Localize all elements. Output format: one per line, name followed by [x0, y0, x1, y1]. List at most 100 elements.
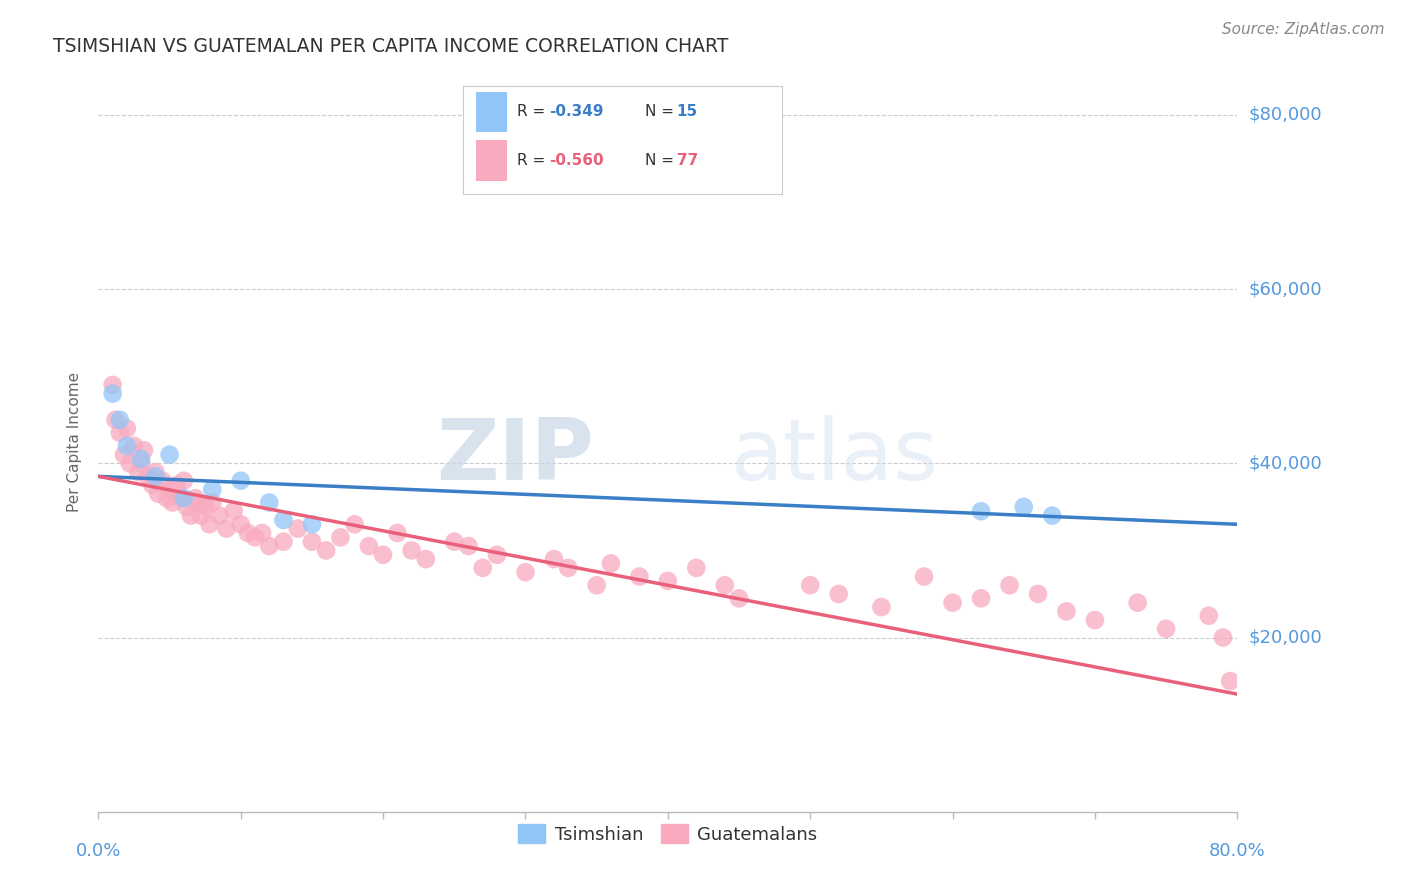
Point: [970, 591, 993, 606]
Legend: Tsimshian, Guatemalans: Tsimshian, Guatemalans: [512, 817, 824, 851]
Point: [132, 443, 155, 458]
Point: [1219, 674, 1241, 689]
Point: [236, 526, 259, 541]
Point: [259, 539, 281, 553]
Point: [112, 448, 135, 462]
Point: [148, 487, 170, 501]
Point: [1012, 500, 1035, 514]
Point: [166, 478, 188, 492]
Point: [628, 569, 651, 583]
Point: [1198, 608, 1220, 623]
Point: [1154, 622, 1177, 636]
Point: [828, 587, 851, 601]
Point: [515, 565, 537, 579]
Point: [152, 474, 174, 488]
Point: [184, 491, 207, 505]
Point: [180, 508, 202, 523]
Point: [129, 456, 152, 470]
Point: [657, 574, 679, 588]
Point: [145, 465, 167, 479]
Point: [187, 495, 209, 509]
Point: [1056, 604, 1078, 618]
Point: [190, 508, 212, 523]
Point: [471, 561, 494, 575]
Text: $80,000: $80,000: [1249, 106, 1322, 124]
Point: [259, 495, 281, 509]
Point: [108, 425, 131, 440]
Text: $20,000: $20,000: [1249, 629, 1322, 647]
Point: [1026, 587, 1049, 601]
Point: [1212, 631, 1234, 645]
Point: [301, 517, 323, 532]
Point: [129, 452, 152, 467]
Text: Source: ZipAtlas.com: Source: ZipAtlas.com: [1222, 22, 1385, 37]
Point: [222, 504, 245, 518]
Point: [104, 413, 127, 427]
Point: [585, 578, 607, 592]
Point: [243, 530, 266, 544]
Point: [315, 543, 337, 558]
Point: [229, 474, 252, 488]
Point: [118, 456, 141, 470]
Point: [173, 491, 195, 505]
Point: [201, 483, 224, 497]
Point: [1126, 596, 1149, 610]
Point: [942, 596, 965, 610]
Point: [141, 478, 163, 492]
Point: [145, 469, 167, 483]
Text: atlas: atlas: [731, 415, 938, 498]
Point: [208, 508, 231, 523]
Point: [159, 483, 181, 497]
Point: [229, 517, 252, 532]
Point: [201, 495, 224, 509]
Point: [215, 522, 238, 536]
Point: [301, 534, 323, 549]
Point: [557, 561, 579, 575]
Point: [1084, 613, 1107, 627]
Y-axis label: Per Capita Income: Per Capita Income: [67, 371, 83, 512]
Point: [387, 526, 409, 541]
Point: [600, 557, 623, 571]
Point: [108, 413, 131, 427]
Point: [728, 591, 751, 606]
Point: [486, 548, 509, 562]
Point: [1040, 508, 1063, 523]
Point: [799, 578, 821, 592]
Point: [122, 439, 145, 453]
Point: [457, 539, 479, 553]
Point: [543, 552, 565, 566]
Point: [714, 578, 737, 592]
Point: [443, 534, 465, 549]
Point: [115, 439, 138, 453]
Point: [159, 448, 181, 462]
Point: [194, 500, 217, 514]
Point: [998, 578, 1021, 592]
Point: [273, 534, 295, 549]
Point: [173, 474, 195, 488]
Point: [136, 469, 159, 483]
Point: [970, 504, 993, 518]
Point: [401, 543, 423, 558]
Point: [250, 526, 273, 541]
Point: [273, 513, 295, 527]
Point: [176, 500, 198, 514]
Point: [685, 561, 707, 575]
Text: $60,000: $60,000: [1249, 280, 1322, 298]
Point: [101, 386, 124, 401]
Text: ZIP: ZIP: [436, 415, 593, 498]
Point: [329, 530, 352, 544]
Point: [343, 517, 366, 532]
Text: 80.0%: 80.0%: [1209, 842, 1265, 860]
Text: TSIMSHIAN VS GUATEMALAN PER CAPITA INCOME CORRELATION CHART: TSIMSHIAN VS GUATEMALAN PER CAPITA INCOM…: [53, 37, 728, 56]
Point: [162, 495, 184, 509]
Point: [156, 491, 179, 505]
Point: [127, 465, 149, 479]
Point: [170, 491, 193, 505]
Point: [101, 378, 124, 392]
Point: [287, 522, 309, 536]
Point: [371, 548, 394, 562]
Text: $40,000: $40,000: [1249, 454, 1322, 473]
Point: [198, 517, 221, 532]
Point: [357, 539, 380, 553]
Point: [912, 569, 935, 583]
